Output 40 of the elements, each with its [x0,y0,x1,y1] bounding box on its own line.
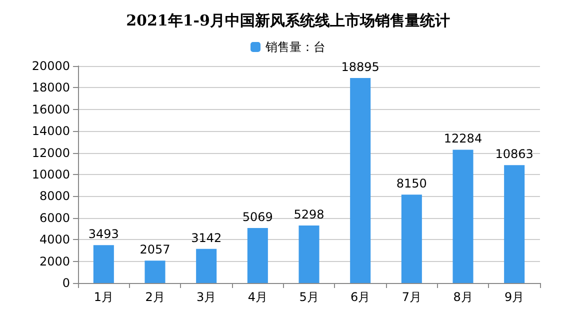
x-tick-label: 5月 [299,290,319,304]
data-label: 18895 [341,60,380,74]
y-tick-label: 2000 [39,254,70,268]
data-label: 10863 [495,147,534,162]
bar [144,260,166,283]
bar [350,78,371,283]
y-tick-label: 12000 [32,146,70,160]
x-tick-label: 8月 [453,290,473,304]
x-tick-label: 2月 [145,290,165,304]
y-tick-label: 10000 [32,168,70,182]
bar [93,245,114,283]
y-tick-label: 18000 [32,80,70,95]
bar [247,228,268,283]
x-tick-label: 6月 [350,290,370,304]
x-tick-label: 1月 [94,290,114,304]
data-label: 2057 [140,242,170,257]
x-tick-label: 3月 [196,290,216,304]
bar [401,194,422,283]
y-tick-label: 6000 [39,210,70,225]
y-tick-label: 16000 [32,102,70,116]
bar [298,226,320,283]
y-tick-label: 4000 [39,232,70,247]
bar [504,165,525,283]
data-label: 3493 [88,227,119,242]
data-label: 5298 [294,208,324,222]
chart-title: 2021年1-9月中国新风系统线上市场销售量统计 [126,12,450,30]
data-label: 5069 [242,210,273,224]
data-label: 12284 [444,132,482,146]
x-tick-label: 9月 [504,290,524,304]
legend-label: 销售量：台 [264,40,326,54]
x-tick-label: 7月 [402,290,422,304]
x-tick-label: 4月 [248,290,268,304]
data-label: 3142 [191,230,222,245]
bar [196,248,217,283]
y-tick-label: 0 [62,276,70,290]
y-tick-label: 8000 [39,189,70,204]
data-label: 8150 [396,176,427,191]
bar [452,150,474,283]
y-tick-label: 14000 [32,124,70,138]
y-tick-label: 20000 [32,59,70,73]
